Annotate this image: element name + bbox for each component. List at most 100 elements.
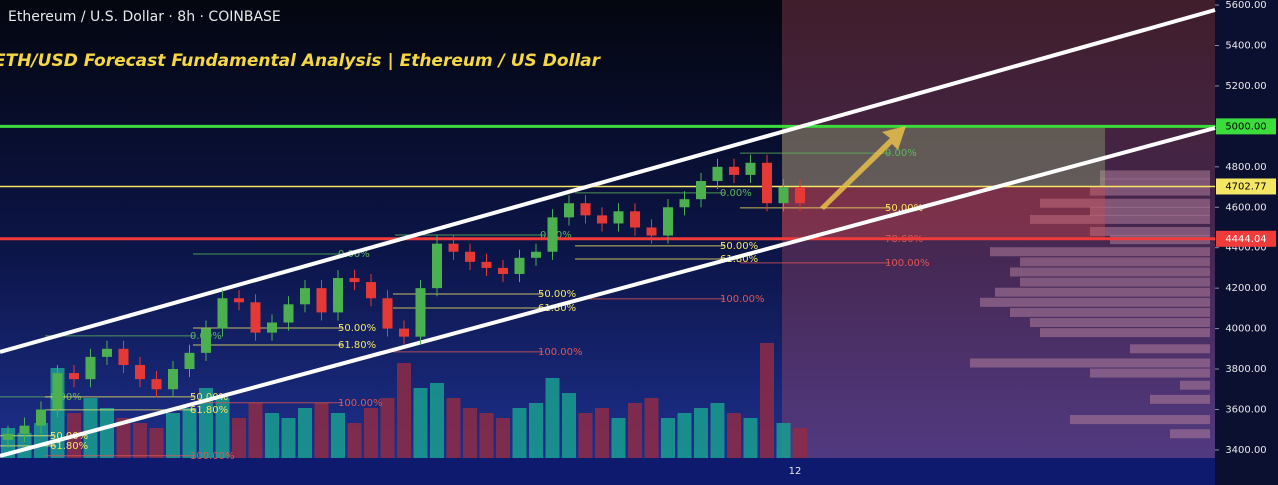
profile-bar <box>1020 257 1210 267</box>
candle <box>580 195 591 224</box>
volume-bar <box>545 378 560 458</box>
volume-bar <box>34 423 48 458</box>
candle-body <box>630 211 640 228</box>
candle-body <box>151 379 162 390</box>
candle-body <box>267 322 277 333</box>
fib-label: 61.80% <box>538 303 576 314</box>
fib-label: 50.00% <box>338 323 376 334</box>
volume-bar <box>727 413 741 458</box>
candle-body <box>613 211 624 224</box>
volume-bar <box>331 413 345 458</box>
fib-label: 61.80% <box>50 441 88 452</box>
volume-bar <box>100 408 114 458</box>
candle-body <box>696 180 706 200</box>
y-tick-label: 3400.00 <box>1225 445 1266 456</box>
candle <box>481 253 492 277</box>
fib-label: 100.00% <box>338 398 383 409</box>
candle <box>432 235 442 297</box>
candle <box>531 243 541 266</box>
candle-body <box>3 433 13 440</box>
volume-bar <box>776 423 791 458</box>
profile-bar <box>970 358 1210 368</box>
candle-body <box>514 257 525 274</box>
candle-body <box>118 348 129 365</box>
candle-body <box>564 203 574 218</box>
candle-body <box>250 302 261 333</box>
candle <box>36 401 46 434</box>
candle <box>613 203 624 232</box>
profile-bar <box>990 247 1210 257</box>
candle-body <box>465 251 475 262</box>
forecast-arrow <box>820 126 906 210</box>
volume-bar <box>116 418 131 458</box>
candles <box>3 154 805 448</box>
level-label: 5000.00 <box>1225 121 1266 132</box>
candle-body <box>448 243 459 252</box>
candle-body <box>69 373 79 380</box>
candle <box>316 280 327 321</box>
target-zone <box>782 128 1105 187</box>
volume-bar <box>661 418 675 458</box>
volume-bar <box>595 408 609 458</box>
volume-bar <box>562 393 576 458</box>
fib-label: 0.00% <box>338 249 370 260</box>
fibonacci-levels: 0.00% 50.00% 61.80% 100.00% 50.00% 61.80% 100.… <box>0 148 930 462</box>
candle-body <box>729 166 739 175</box>
volume-bar <box>298 408 312 458</box>
candle <box>349 269 360 291</box>
volume-bar <box>479 413 494 458</box>
candle-body <box>102 348 112 357</box>
volume-bar <box>133 423 147 458</box>
fib-label: 100.00% <box>885 258 930 269</box>
profile-bar <box>1030 214 1210 224</box>
fib-label: 100.00% <box>190 451 235 462</box>
volume-bar <box>512 408 527 458</box>
candle <box>679 191 690 216</box>
fib-label: 50.00% <box>190 392 228 403</box>
volume-bar <box>397 363 411 458</box>
candle <box>696 172 706 208</box>
candle <box>300 280 310 313</box>
y-tick-label: 4200.00 <box>1225 283 1266 294</box>
candle-body <box>679 199 690 208</box>
candle-body <box>36 409 46 426</box>
y-tick-label: 4400.00 <box>1225 243 1266 254</box>
volume-bar <box>463 408 477 458</box>
candle-body <box>349 278 360 283</box>
candle <box>465 243 475 270</box>
header: Ethereum / U.S. Dollar · 8h · COINBASE <box>8 9 281 25</box>
candle <box>663 199 673 244</box>
profile-bar <box>1100 178 1210 188</box>
candle <box>795 178 805 212</box>
volume-bar <box>611 418 626 458</box>
y-tick-label: 4800.00 <box>1225 162 1266 173</box>
volume-bar <box>265 413 279 458</box>
fib-label: 61.80% <box>338 340 376 351</box>
candle <box>250 294 261 341</box>
price-axis: 3400.00 3600.00 3800.00 4000.00 4200.00 4400.… <box>789 0 1276 477</box>
profile-bar <box>1040 198 1210 208</box>
candle <box>19 417 30 442</box>
candle <box>762 154 772 212</box>
candle-body <box>762 162 772 204</box>
candle-body <box>300 288 310 305</box>
candle <box>646 219 657 244</box>
candle <box>135 356 145 388</box>
y-tick-label: 5600.00 <box>1225 0 1266 11</box>
candle <box>151 371 162 398</box>
candle-body <box>85 356 96 380</box>
candle <box>333 269 343 321</box>
candle-body <box>283 304 294 323</box>
fib-label: 0.00% <box>885 148 917 159</box>
fib-label: 50.00% <box>720 241 758 252</box>
plot-background <box>0 0 1215 458</box>
volume-bar <box>413 388 428 458</box>
volume-bar <box>182 408 197 458</box>
price-levels <box>0 124 1215 241</box>
profile-bar <box>1010 307 1210 317</box>
y-tick-label: 5200.00 <box>1225 81 1266 92</box>
candle <box>168 360 178 398</box>
y-tick-label: 4000.00 <box>1225 324 1266 335</box>
candle <box>399 320 409 345</box>
candle-body <box>778 187 789 204</box>
